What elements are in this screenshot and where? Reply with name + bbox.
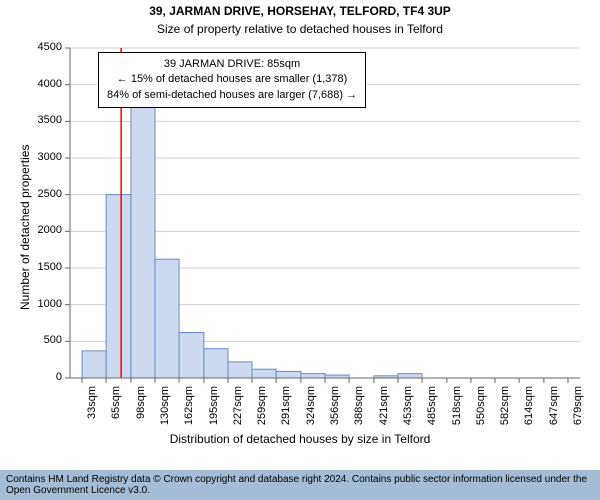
x-tick: 195sqm — [208, 386, 220, 436]
info-line-1: 39 JARMAN DRIVE: 85sqm — [107, 57, 357, 72]
x-tick: 388sqm — [353, 386, 365, 436]
x-tick: 421sqm — [378, 386, 390, 436]
x-tick: 518sqm — [451, 386, 463, 436]
y-tick: 0 — [22, 371, 62, 383]
x-tick: 259sqm — [256, 386, 268, 436]
x-tick: 130sqm — [159, 386, 171, 436]
x-tick: 227sqm — [232, 386, 244, 436]
y-tick: 4500 — [22, 41, 62, 53]
y-axis-label: Number of detached properties — [18, 145, 32, 310]
y-tick: 500 — [22, 334, 62, 346]
x-tick: 33sqm — [86, 386, 98, 436]
x-tick: 162sqm — [183, 386, 195, 436]
info-box: 39 JARMAN DRIVE: 85sqm ← 15% of detached… — [98, 52, 366, 108]
x-tick: 65sqm — [110, 386, 122, 436]
license-text: Contains HM Land Registry data © Crown c… — [0, 470, 600, 500]
x-tick: 485sqm — [426, 386, 438, 436]
x-tick: 679sqm — [572, 386, 584, 436]
x-tick: 453sqm — [402, 386, 414, 436]
info-line-2: ← 15% of detached houses are smaller (1,… — [107, 72, 357, 87]
x-tick: 356sqm — [329, 386, 341, 436]
x-tick: 98sqm — [135, 386, 147, 436]
y-tick: 3500 — [22, 114, 62, 126]
info-line-3: 84% of semi-detached houses are larger (… — [107, 88, 357, 103]
x-tick: 647sqm — [548, 386, 560, 436]
y-tick: 4000 — [22, 78, 62, 90]
x-tick: 614sqm — [523, 386, 535, 436]
x-axis-label: Distribution of detached houses by size … — [0, 432, 600, 446]
chart-container: 39, JARMAN DRIVE, HORSEHAY, TELFORD, TF4… — [0, 0, 600, 500]
x-tick: 550sqm — [475, 386, 487, 436]
x-tick: 582sqm — [499, 386, 511, 436]
x-tick: 291sqm — [280, 386, 292, 436]
x-tick: 324sqm — [305, 386, 317, 436]
